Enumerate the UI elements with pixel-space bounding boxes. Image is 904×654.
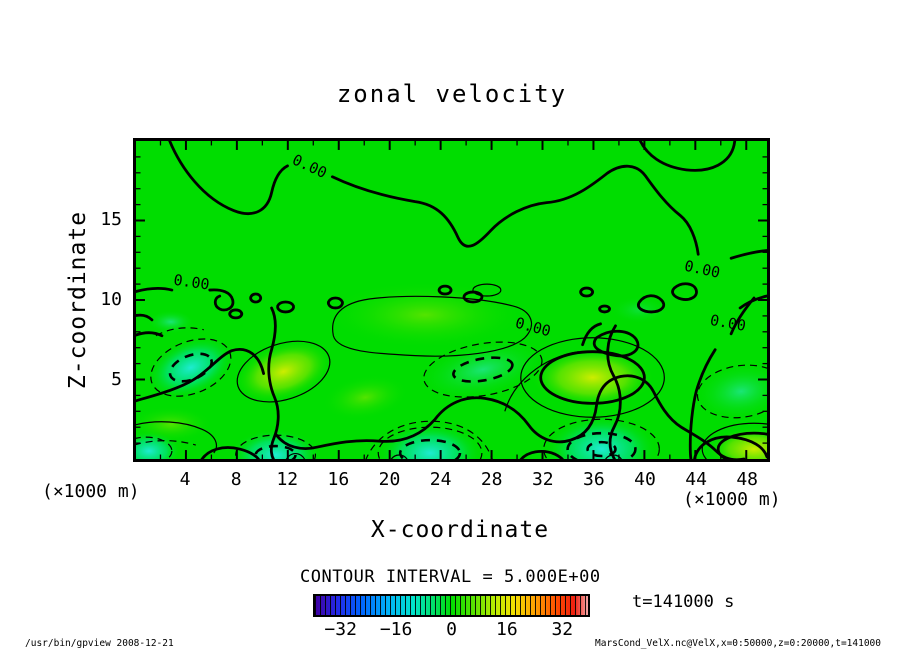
time-annotation: t=141000 s (632, 592, 735, 612)
colorbar-tick-label: 0 (446, 619, 457, 640)
y-tick-label: 10 (100, 289, 122, 310)
colorbar-tick-label: −32 (324, 619, 357, 640)
colorbar-tick-label: 32 (551, 619, 574, 640)
contour-label: 0.00 (513, 314, 552, 341)
contour-label: 0.00 (289, 151, 329, 182)
colorbar-cell-dividers (315, 596, 588, 615)
contour-label: 0.00 (709, 311, 748, 335)
x-tick-label: 48 (736, 469, 759, 490)
x-tick-label: 12 (276, 469, 299, 490)
x-tick-label: 32 (531, 469, 554, 490)
contour-field-svg: 0.00 0.00 0.00 0.00 0.00 (136, 141, 767, 459)
footer-program-date: /usr/bin/gpview 2008-12-21 (25, 638, 174, 649)
x-axis-unit: (×1000 m) (683, 489, 781, 510)
x-axis-label: X-coordinate (370, 517, 550, 543)
axis-tick-marks (136, 141, 767, 459)
footer-data-source: MarsCond_VelX.nc@VelX,x=0:50000,z=0:2000… (595, 638, 881, 649)
contour-interval-caption: CONTOUR INTERVAL = 5.000E+00 (300, 567, 601, 587)
contour-plot-area: 0.00 0.00 0.00 0.00 0.00 (133, 138, 770, 462)
y-axis-unit: (×1000 m) (42, 481, 140, 502)
tone-fill-blobs (136, 281, 767, 459)
x-tick-label: 28 (480, 469, 503, 490)
chart-title: zonal velocity (336, 80, 568, 108)
x-tick-label: 24 (429, 469, 452, 490)
x-tick-label: 36 (583, 469, 605, 490)
colorbar-tick-label: 16 (496, 619, 518, 640)
y-tick-label: 5 (111, 369, 122, 390)
zero-contours (136, 141, 767, 459)
x-tick-label: 4 (179, 469, 191, 490)
contour-label: 0.00 (683, 257, 722, 282)
colorbar-tick-label: −16 (379, 619, 413, 640)
x-tick-label: 16 (327, 469, 350, 490)
x-tick-label: 40 (634, 469, 656, 490)
x-tick-label: 20 (378, 469, 401, 490)
colorbar (313, 594, 590, 617)
x-tick-label: 44 (685, 469, 707, 490)
x-tick-label: 8 (230, 469, 242, 490)
contour-label: 0.00 (172, 271, 210, 294)
y-tick-label: 15 (100, 209, 122, 230)
